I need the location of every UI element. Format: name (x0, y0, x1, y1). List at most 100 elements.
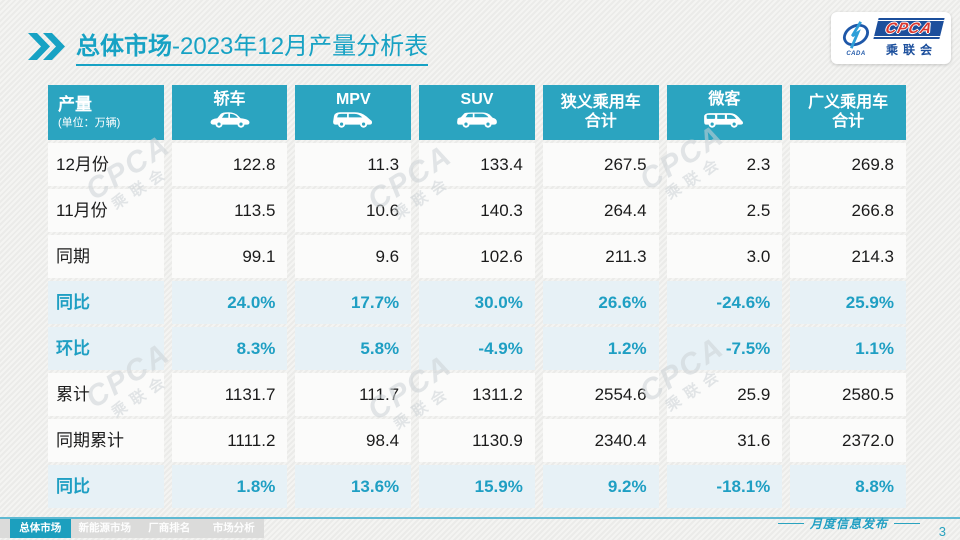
table-cell: 2554.6 (542, 373, 659, 416)
table-cell: 269.8 (790, 143, 906, 186)
table-cell: 122.8 (171, 143, 288, 186)
table-cell: 1311.2 (419, 373, 535, 416)
table-cell: -18.1% (666, 465, 783, 508)
double-chevron-icon (28, 32, 65, 60)
column-label: 轿车 (213, 90, 246, 108)
column-sublabel: 合计 (584, 112, 617, 130)
table-row: 累计 1131.7 111.7 1311.2 2554.6 25.9 2580.5 (48, 373, 906, 416)
table-cell: 10.6 (295, 189, 412, 232)
table-header-row: 产量 (单位：万辆) 轿车 MPV SUV 狭义乘用车 合计 微客 广义乘用车 合计 (48, 85, 906, 140)
table-row: 环比 8.3% 5.8% -4.9% 1.2% -7.5% 1.1% (48, 327, 906, 370)
table-cell: 17.7% (295, 281, 412, 324)
cpca-wordmark: CPCA (873, 18, 945, 39)
table-cell: 15.9% (419, 465, 535, 508)
emblem-text: CADA (846, 51, 866, 57)
column-header: 微客 (666, 85, 783, 140)
table-cell: 25.9 (666, 373, 783, 416)
column-label: 狭义乘用车 (560, 94, 641, 112)
caption-dash-left (777, 523, 804, 524)
mpv-icon (331, 110, 375, 134)
row-label: 累计 (48, 373, 164, 416)
table-cell: 30.0% (419, 281, 535, 324)
table-row: 12月份 122.8 11.3 133.4 267.5 2.3 269.8 (48, 143, 906, 186)
table-row: 同期 99.1 9.6 102.6 211.3 3.0 214.3 (48, 235, 906, 278)
table-cell: -4.9% (419, 327, 535, 370)
table-cell: 1131.7 (171, 373, 288, 416)
table-cell: -7.5% (666, 327, 783, 370)
column-header: MPV (295, 85, 412, 140)
row-label: 环比 (48, 327, 164, 370)
cpca-letters: CPCA (883, 20, 935, 37)
production-table: 产量 (单位：万辆) 轿车 MPV SUV 狭义乘用车 合计 微客 广义乘用车 合计 12月份… (48, 85, 906, 508)
table-cell: 102.6 (419, 235, 535, 278)
suv-icon (455, 110, 499, 134)
table-row: 同比 1.8% 13.6% 15.9% 9.2% -18.1% 8.8% (48, 465, 906, 508)
microvan-icon (702, 110, 746, 134)
column-sublabel: 合计 (832, 112, 865, 130)
corner-unit: (单位：万辆) (58, 116, 121, 129)
column-header: SUV (419, 85, 535, 140)
table-cell: 13.6% (295, 465, 412, 508)
table-cell: 266.8 (790, 189, 906, 232)
table-cell: 8.3% (171, 327, 288, 370)
table-cell: 267.5 (542, 143, 659, 186)
footer-caption: 月度信息发布 (777, 515, 920, 532)
table-cell: 2580.5 (790, 373, 906, 416)
table-cell: 31.6 (666, 419, 783, 462)
table-cell: 1.1% (790, 327, 906, 370)
cpca-logo: CADA CPCA 乘联会 (831, 12, 951, 64)
table-cell: 2372.0 (790, 419, 906, 462)
table-cell: 2.5 (666, 189, 783, 232)
table-cell: 9.6 (295, 235, 412, 278)
column-header: 轿车 (171, 85, 288, 140)
row-label: 同期累计 (48, 419, 164, 462)
row-label: 11月份 (48, 189, 164, 232)
sedan-icon (208, 110, 252, 134)
table-cell: 9.2% (542, 465, 659, 508)
caption-text: 月度信息发布 (809, 517, 888, 531)
row-label: 同期 (48, 235, 164, 278)
table-cell: 99.1 (171, 235, 288, 278)
table-cell: 264.4 (542, 189, 659, 232)
footer-divider (0, 517, 960, 519)
slide-header: 总体市场-2023年12月产量分析表 (28, 26, 429, 66)
row-label: 同比 (48, 465, 164, 508)
table-cell: 140.3 (419, 189, 535, 232)
table-cell: 214.3 (790, 235, 906, 278)
table-row: 同期累计 1111.2 98.4 1130.9 2340.4 31.6 2372.0 (48, 419, 906, 462)
table-cell: 3.0 (666, 235, 783, 278)
title-rest: -2023年12月产量分析表 (172, 33, 429, 60)
page-number: 3 (938, 524, 946, 539)
table-cell: 25.9% (790, 281, 906, 324)
row-label: 同比 (48, 281, 164, 324)
table-cell: 1.2% (542, 327, 659, 370)
column-label: MPV (335, 90, 371, 108)
table-cell: -24.6% (666, 281, 783, 324)
table-cell: 1111.2 (171, 419, 288, 462)
title-prefix: 总体市场 (76, 33, 172, 60)
table-cell: 8.8% (790, 465, 906, 508)
page-title: 总体市场-2023年12月产量分析表 (76, 26, 429, 66)
nav-tab-新能源市场[interactable]: 新能源市场 (78, 522, 132, 534)
nav-tab-总体市场[interactable]: 总体市场 (10, 519, 71, 538)
row-label: 12月份 (48, 143, 164, 186)
nav-tab-市场分析[interactable]: 市场分析 (212, 522, 255, 534)
table-cell: 24.0% (171, 281, 288, 324)
table-cell: 2.3 (666, 143, 783, 186)
column-label: SUV (460, 90, 494, 108)
table-cell: 26.6% (542, 281, 659, 324)
cpca-emblem: CADA (840, 19, 872, 57)
nav-tab-厂商排名[interactable]: 厂商排名 (148, 522, 191, 534)
caption-dash-right (894, 523, 920, 524)
table-cell: 2340.4 (542, 419, 659, 462)
table-row: 同比 24.0% 17.7% 30.0% 26.6% -24.6% 25.9% (48, 281, 906, 324)
cpca-swoosh-icon (842, 21, 870, 49)
column-header: 广义乘用车 合计 (790, 85, 906, 140)
table-cell: 113.5 (171, 189, 288, 232)
corner-header: 产量 (单位：万辆) (48, 85, 164, 140)
column-label: 广义乘用车 (808, 94, 889, 112)
column-label: 微客 (708, 90, 741, 108)
table-body: 12月份 122.8 11.3 133.4 267.5 2.3 269.8 11月份 113.5… (48, 143, 906, 508)
org-name: 乘联会 (885, 43, 937, 57)
